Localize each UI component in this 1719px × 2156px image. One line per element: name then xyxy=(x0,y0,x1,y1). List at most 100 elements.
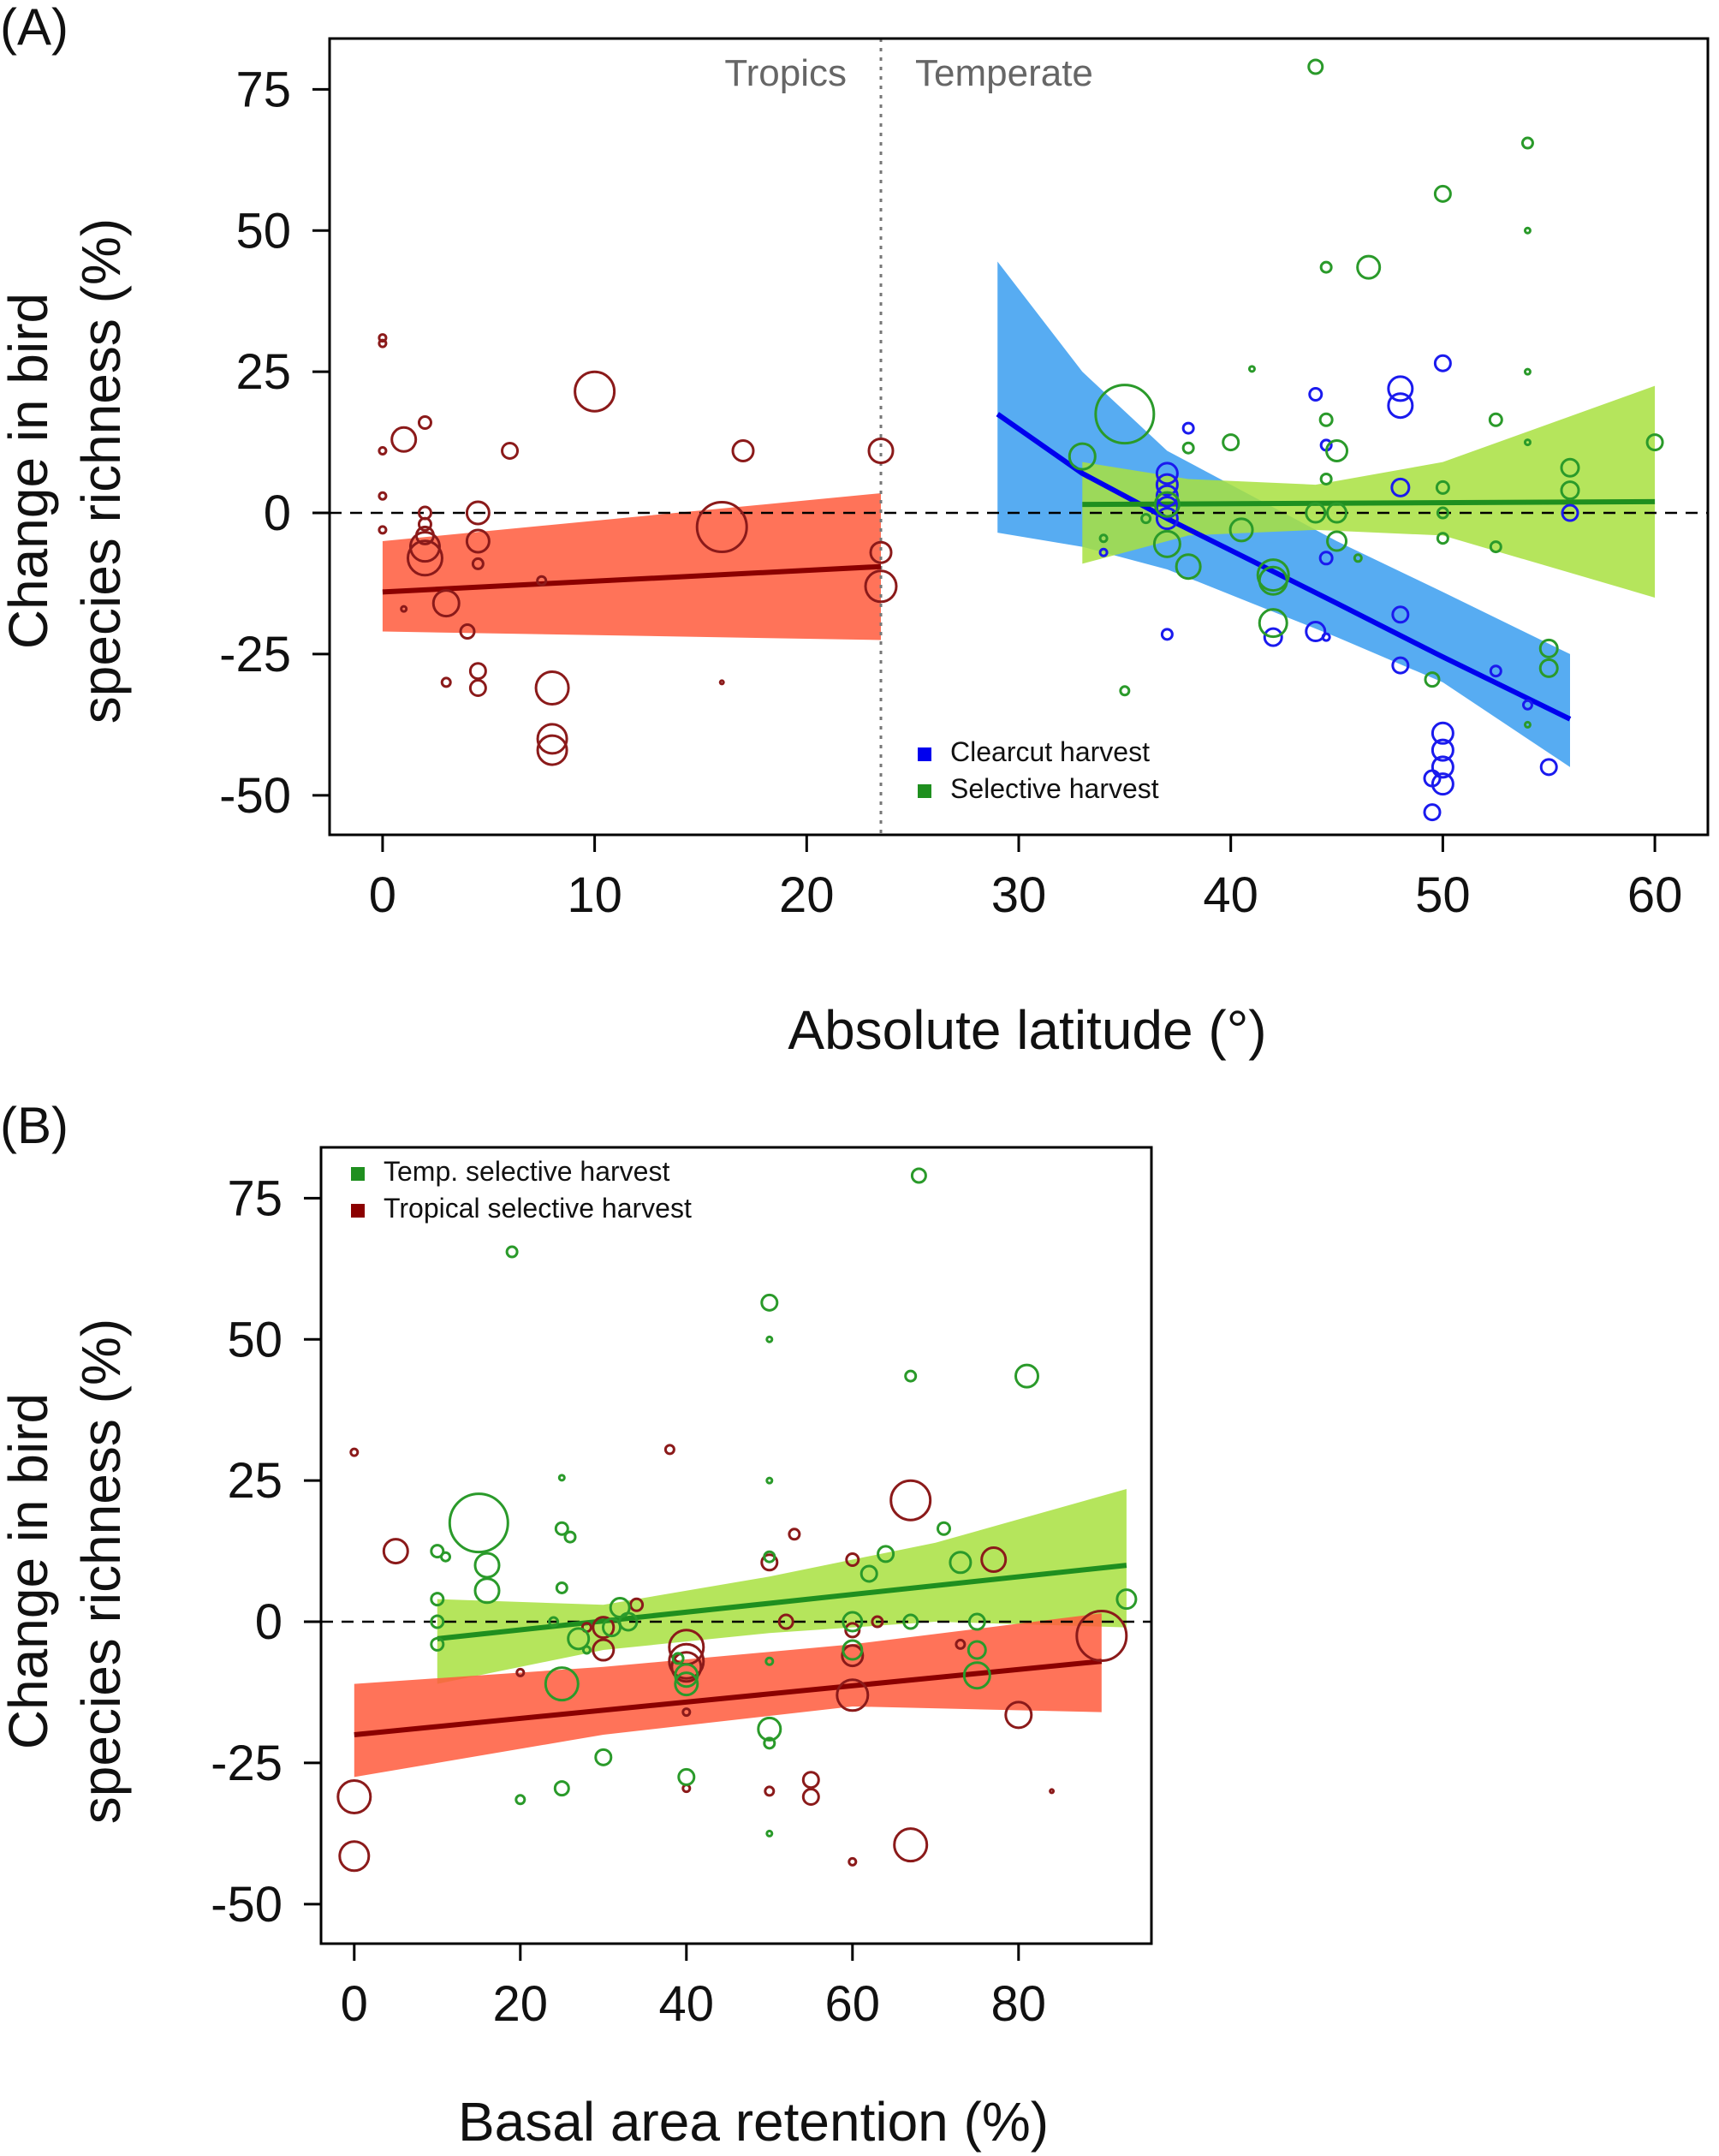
data-point-selective xyxy=(1326,530,1348,552)
x-tick-label: 40 xyxy=(659,1976,715,2032)
x-axis-title: Absolute latitude (°) xyxy=(788,999,1266,1061)
data-point-tropical xyxy=(378,525,388,535)
plot-area xyxy=(321,1167,1151,1873)
x-axis-title: Basal area retention (%) xyxy=(458,2091,1049,2153)
data-point-clearcut xyxy=(1423,769,1442,788)
data-point-selective xyxy=(1140,513,1152,525)
data-point-clearcut xyxy=(1423,803,1442,822)
data-point-temperate xyxy=(557,1474,566,1482)
data-point-temperate xyxy=(430,1614,445,1629)
data-point-tropical xyxy=(459,623,476,640)
trend-line-tropical xyxy=(354,1659,1103,1737)
data-point-selective xyxy=(1353,553,1363,563)
y-tick-label: -50 xyxy=(219,768,291,824)
trend-line-clearcut xyxy=(996,412,1572,722)
data-point-selective xyxy=(1436,532,1449,545)
data-point-tropical xyxy=(718,679,725,686)
data-point-temperate xyxy=(860,1564,878,1583)
data-point-temperate xyxy=(581,1645,592,1655)
data-point-tropical xyxy=(893,1827,929,1863)
data-point-tropical xyxy=(471,557,485,570)
x-tick-label: 20 xyxy=(779,867,835,923)
data-point-selective xyxy=(1307,58,1324,75)
data-point-temperate xyxy=(937,1521,951,1536)
legend-swatch xyxy=(351,1167,365,1181)
data-point-tropical xyxy=(592,1616,616,1640)
data-point-tropical xyxy=(378,491,388,501)
x-tick-label: 20 xyxy=(493,1976,549,2032)
data-point-temperate xyxy=(440,1551,451,1563)
y-tick-label: 50 xyxy=(235,203,291,259)
panel-b-chart: 0 20 40 60 80 -50 -25 0 25 50 75 Temp. selective ha… xyxy=(0,1097,1153,2153)
y-tick-label: 50 xyxy=(227,1312,283,1367)
data-point-temperate xyxy=(967,1612,986,1631)
data-point-temperate xyxy=(430,1592,445,1607)
data-point-selective xyxy=(1181,441,1195,455)
data-point-clearcut xyxy=(1263,627,1283,647)
data-point-clearcut xyxy=(1390,477,1411,497)
data-point-temperate xyxy=(674,1663,699,1688)
data-point-clearcut xyxy=(1561,503,1579,522)
data-point-tropical xyxy=(764,1785,776,1797)
data-point-temperate xyxy=(553,1780,570,1797)
y-tick-label: 25 xyxy=(235,344,291,400)
x-tick-label: 0 xyxy=(341,1976,368,2032)
data-point-temperate xyxy=(567,1627,591,1651)
data-point-selective xyxy=(1538,658,1559,678)
data-point-temperate xyxy=(763,1550,776,1563)
data-point-clearcut xyxy=(1431,772,1454,796)
data-point-selective xyxy=(1258,565,1288,596)
legend-swatch xyxy=(918,784,931,798)
data-point-tropical xyxy=(889,1479,932,1522)
data-point-tropical xyxy=(801,1771,820,1790)
data-point-selective xyxy=(1222,433,1240,452)
data-point-clearcut xyxy=(1387,392,1414,420)
data-point-clearcut xyxy=(1098,547,1109,557)
data-point-tropical xyxy=(431,589,461,618)
data-point-tropical xyxy=(501,441,520,460)
data-point-temperate xyxy=(554,1521,569,1536)
data-point-selective xyxy=(1256,558,1290,593)
data-point-temperate xyxy=(967,1640,987,1660)
data-point-tropical xyxy=(515,1667,526,1677)
data-point-temperate xyxy=(760,1293,779,1312)
data-point-tropical xyxy=(390,426,418,453)
data-point-selective xyxy=(1560,457,1580,478)
data-point-selective xyxy=(1094,384,1156,445)
x-tick-label: 0 xyxy=(369,867,396,923)
data-point-clearcut xyxy=(1318,551,1334,566)
legend-label: Selective harvest xyxy=(950,773,1159,804)
data-point-tropical xyxy=(629,1597,645,1612)
panel-a-chart: 0 10 20 30 40 50 60 -50 -25 0 25 50 75 Tropics Tempera… xyxy=(0,0,1710,1061)
data-point-selective xyxy=(1523,438,1532,447)
data-point-selective xyxy=(1433,184,1452,203)
data-point-tropical xyxy=(681,1707,692,1718)
data-point-clearcut xyxy=(1433,354,1452,372)
data-point-tropical xyxy=(844,1622,861,1639)
data-point-selective xyxy=(1247,365,1256,373)
data-point-tropical xyxy=(801,1788,820,1807)
data-point-clearcut xyxy=(1521,699,1533,711)
data-point-tropical xyxy=(349,1447,360,1457)
data-point-tropical xyxy=(980,1546,1008,1573)
data-point-tropical xyxy=(777,1613,794,1630)
data-point-selective xyxy=(1325,438,1349,462)
data-point-tropical xyxy=(788,1528,801,1541)
data-point-tropical xyxy=(406,539,443,577)
data-point-temperate xyxy=(910,1167,927,1184)
y-tick-label: -25 xyxy=(211,1736,283,1791)
data-point-selective xyxy=(1258,608,1288,639)
data-point-temperate xyxy=(674,1671,699,1697)
data-point-selective xyxy=(1319,472,1333,485)
data-point-selective xyxy=(1435,479,1450,495)
data-point-temperate xyxy=(902,1613,919,1630)
data-point-selective xyxy=(1068,442,1097,471)
data-point-tropical xyxy=(1049,1788,1056,1795)
data-point-tropical xyxy=(871,1615,884,1629)
data-point-clearcut xyxy=(1391,656,1410,675)
legend-label: Clearcut harvest xyxy=(950,736,1150,767)
data-point-clearcut xyxy=(1305,621,1327,643)
data-point-temperate xyxy=(764,1656,775,1666)
plot-frame xyxy=(319,1146,1153,1945)
